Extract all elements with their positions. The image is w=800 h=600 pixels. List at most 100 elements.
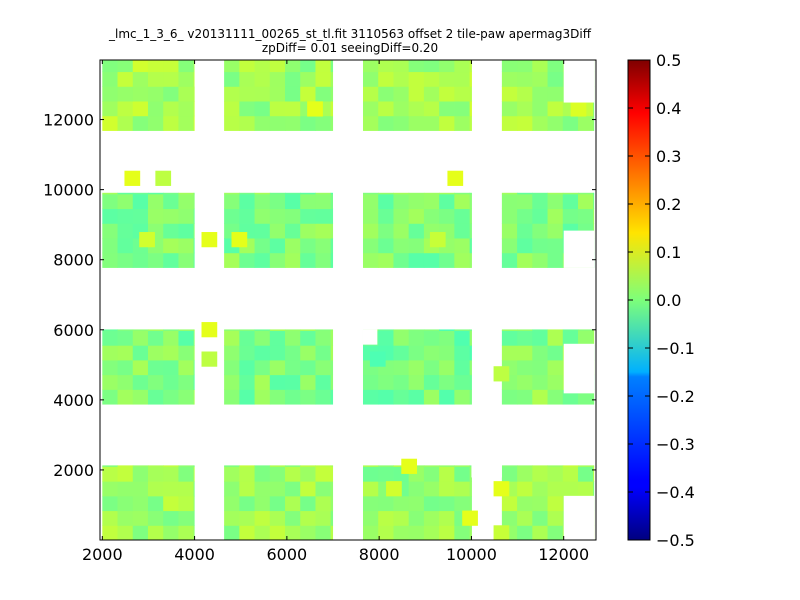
heatmap-cell	[300, 86, 316, 102]
heatmap-cell	[517, 389, 533, 405]
heatmap-cell	[102, 466, 119, 482]
heatmap-cell	[285, 192, 301, 195]
heatmap-cell	[378, 223, 394, 239]
heatmap-cell	[163, 100, 179, 117]
heatmap-cell	[408, 359, 425, 376]
heatmap-cell	[408, 510, 425, 526]
heatmap-cell	[102, 71, 119, 87]
heatmap-cell	[578, 481, 594, 497]
heatmap-cell	[193, 329, 195, 331]
heatmap-cell	[102, 329, 119, 331]
heatmap-cell	[239, 100, 256, 117]
heatmap-cell	[517, 192, 533, 195]
heatmap-cell	[132, 374, 149, 390]
heatmap-cell	[117, 374, 134, 390]
heatmap-cells	[102, 60, 595, 540]
heatmap-cell	[102, 481, 119, 497]
heatmap-cell	[330, 115, 334, 131]
heatmap-cell	[315, 208, 332, 224]
heatmap-cell	[269, 329, 286, 331]
heatmap-cell	[454, 374, 471, 390]
missing-cell	[362, 329, 378, 345]
heatmap-cell	[469, 389, 472, 405]
heatmap-cell	[439, 465, 455, 467]
heatmap-cell	[117, 465, 134, 467]
heatmap-cell	[378, 330, 394, 346]
x-tick-label: 6000	[267, 545, 308, 564]
heatmap-cell	[362, 86, 379, 102]
heatmap-cell	[393, 71, 410, 87]
heatmap-cell	[439, 389, 455, 405]
colorbar-tick-label: 0.3	[656, 147, 681, 166]
heatmap-cell	[163, 330, 179, 346]
heatmap-cell	[501, 330, 518, 346]
heatmap-cell	[362, 60, 379, 73]
heatmap-cell	[163, 510, 179, 526]
heatmap-cell	[532, 115, 549, 131]
heatmap-cell	[269, 481, 286, 497]
heatmap-cell	[517, 525, 533, 540]
heatmap-cell	[393, 495, 410, 512]
heatmap-cell	[423, 374, 440, 390]
heatmap-cell	[224, 495, 240, 512]
missing-cell	[563, 230, 595, 268]
heatmap-cell	[285, 237, 301, 254]
heatmap-cell	[285, 374, 301, 390]
heatmap-cell	[408, 374, 425, 390]
heatmap-cell	[532, 330, 549, 346]
heatmap-cell	[102, 389, 119, 405]
heatmap-cell	[224, 481, 240, 497]
heatmap-cell	[269, 510, 286, 526]
heatmap-cell	[117, 252, 134, 268]
heatmap-cell	[163, 193, 179, 210]
heatmap-cell	[562, 466, 579, 482]
heatmap-cell	[501, 495, 518, 512]
heatmap-cell	[132, 86, 149, 102]
heatmap-cell	[423, 100, 440, 117]
heatmap-cell	[439, 330, 455, 346]
heatmap-cell	[547, 481, 564, 497]
heatmap-cell	[408, 345, 425, 361]
heatmap-cell	[315, 223, 332, 239]
missing-cell	[563, 495, 595, 540]
heatmap-cell	[517, 481, 533, 497]
heatmap-cell	[439, 359, 455, 376]
heatmap-cell	[378, 510, 394, 526]
heatmap-cell	[224, 345, 240, 361]
heatmap-cell	[300, 329, 316, 331]
heatmap-cell	[178, 495, 195, 512]
heatmap-cell	[454, 115, 471, 131]
heatmap-cell	[269, 192, 286, 195]
heatmap-cell	[454, 389, 471, 405]
heatmap-cell	[285, 481, 301, 497]
heatmap-cell	[178, 71, 195, 87]
heatmap-cell	[423, 192, 440, 195]
y-tick-label: 12000	[43, 111, 94, 130]
heatmap-cell	[178, 330, 195, 346]
heatmap-cell	[147, 495, 164, 512]
heatmap-cell	[547, 86, 564, 102]
heatmap-cell	[300, 510, 316, 526]
heatmap-cell	[469, 466, 472, 482]
heatmap-cell	[117, 329, 134, 331]
heatmap-cell	[378, 389, 394, 405]
heatmap-cell	[132, 465, 149, 467]
heatmap-cell-outlier	[570, 101, 587, 117]
heatmap-cell-outlier	[462, 510, 478, 526]
heatmap-cell	[163, 252, 179, 268]
heatmap-cell	[423, 510, 440, 526]
heatmap-cell	[117, 389, 134, 405]
heatmap-cell	[362, 237, 379, 254]
heatmap-cell	[532, 510, 549, 526]
heatmap-cell	[269, 525, 286, 540]
heatmap-cell	[132, 330, 149, 346]
heatmap-cell	[532, 100, 549, 117]
heatmap-cell	[163, 465, 179, 467]
heatmap-cell	[102, 330, 119, 346]
heatmap-cell	[224, 71, 240, 87]
heatmap-cell	[362, 481, 379, 497]
colorbar-tick-label: −0.5	[656, 531, 695, 550]
heatmap-cell	[254, 510, 271, 526]
heatmap-cell	[117, 345, 134, 361]
